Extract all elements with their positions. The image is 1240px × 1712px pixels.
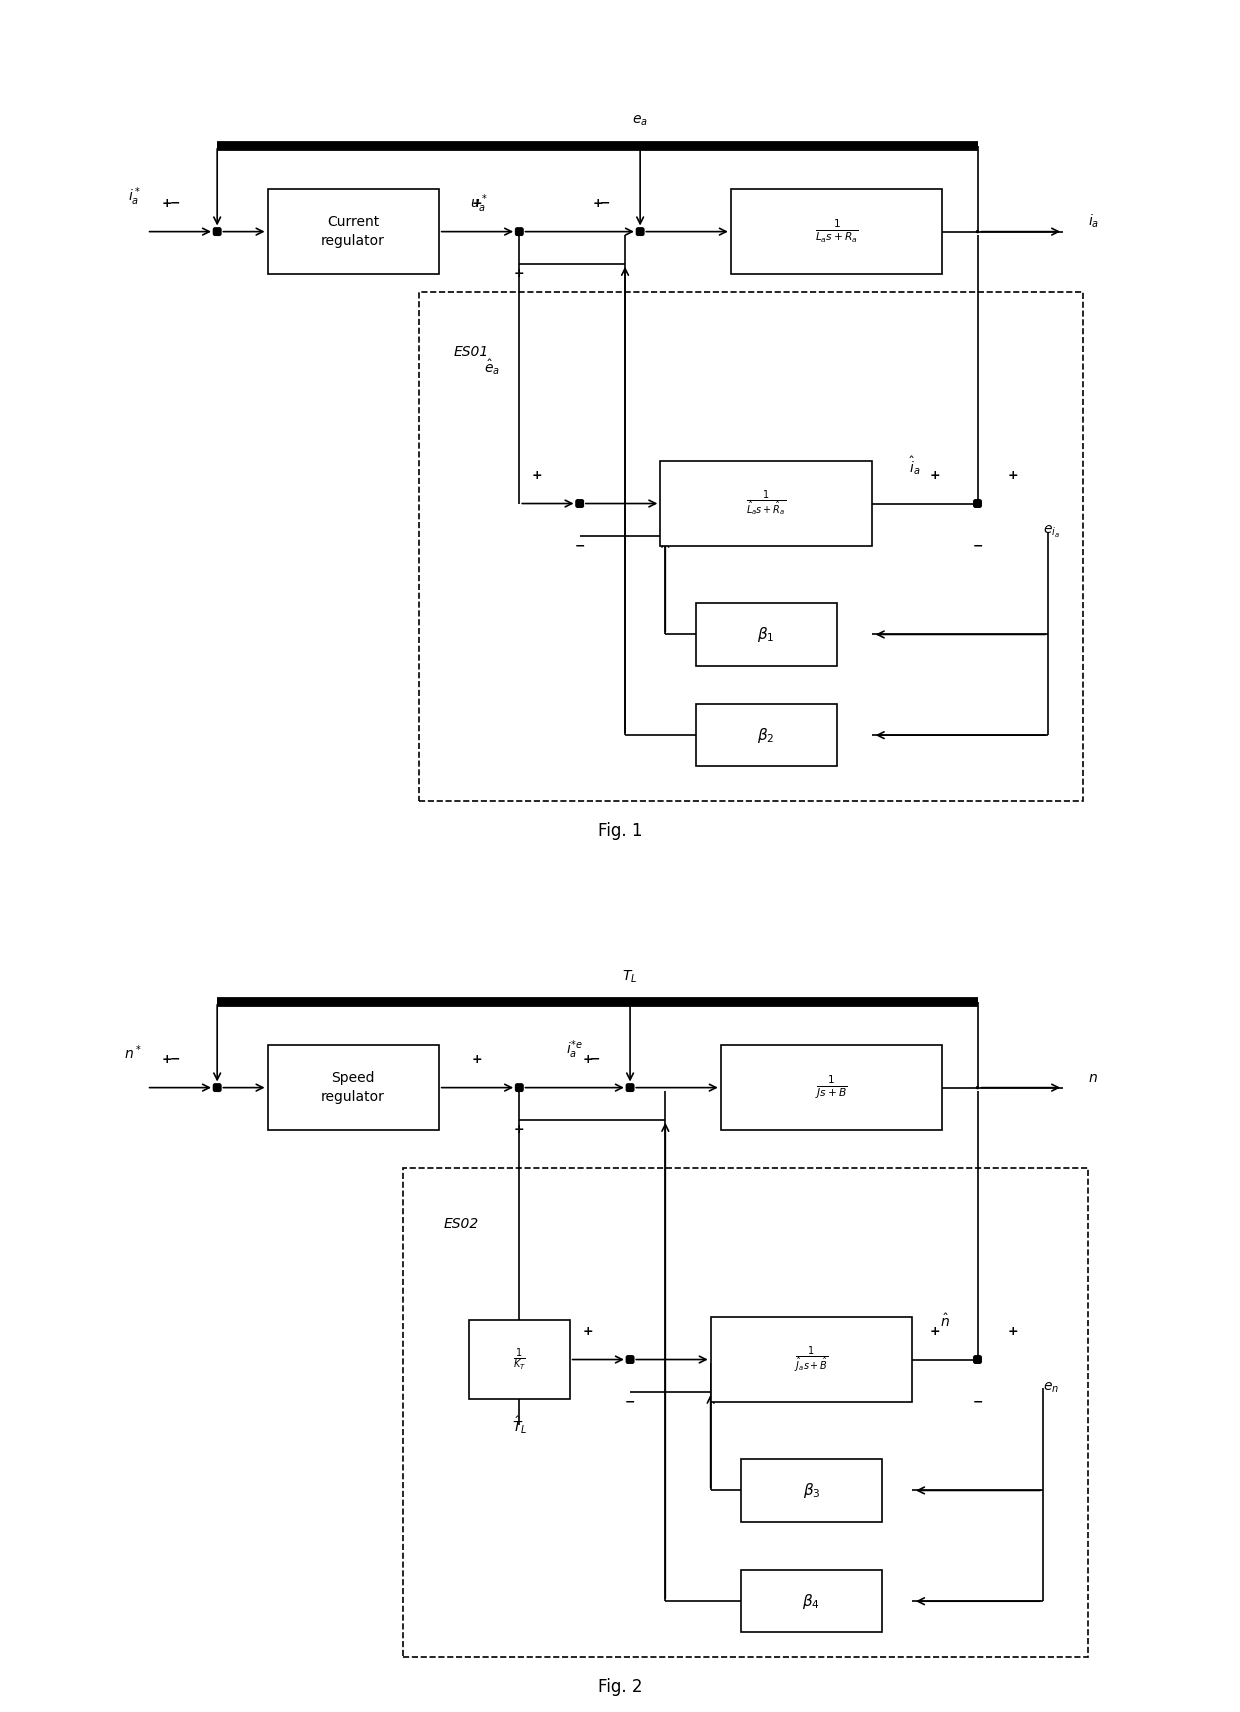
Bar [403,1168,1089,1657]
Bar [268,1044,439,1130]
Text: $\beta_1$: $\beta_1$ [758,625,775,644]
Circle shape [215,1084,221,1091]
Bar [730,188,942,274]
Text: +: + [583,1325,593,1337]
Text: $i_a^{*e}$: $i_a^{*e}$ [565,1037,583,1061]
Circle shape [975,500,981,507]
Circle shape [516,228,522,235]
Text: ES02: ES02 [444,1217,479,1231]
Text: +: + [930,1325,940,1337]
Bar [419,293,1084,801]
Text: $\beta_4$: $\beta_4$ [802,1592,821,1611]
Text: $\frac{1}{L_a s + R_a}$: $\frac{1}{L_a s + R_a}$ [815,217,858,245]
Text: $i_a$: $i_a$ [1089,212,1100,229]
Bar [711,1317,913,1402]
Text: $\beta_3$: $\beta_3$ [802,1481,820,1500]
Text: $\hat{i}_a$: $\hat{i}_a$ [909,454,920,476]
Bar [720,1044,942,1130]
Text: Fig. 2: Fig. 2 [598,1678,642,1697]
Text: +: + [161,1053,172,1067]
Text: $n$: $n$ [1089,1070,1099,1085]
Text: $\frac{1}{K_T}$: $\frac{1}{K_T}$ [513,1347,526,1373]
Circle shape [627,1356,634,1363]
Text: −: − [972,539,983,553]
Text: $\hat{T}_L$: $\hat{T}_L$ [512,1414,527,1436]
Circle shape [976,1087,978,1089]
Text: $e_a$: $e_a$ [632,113,649,128]
Text: $\frac{1}{\hat{L}_a s + \hat{R}_a}$: $\frac{1}{\hat{L}_a s + \hat{R}_a}$ [746,488,786,519]
Text: $n^*$: $n^*$ [124,1043,141,1061]
Circle shape [976,231,978,233]
Circle shape [975,1356,981,1363]
Text: +: + [583,1053,593,1067]
Bar [268,188,439,274]
Text: −: − [972,1395,983,1409]
Text: +: + [532,469,543,481]
Bar [740,1459,882,1522]
Text: −: − [574,539,585,553]
Circle shape [516,1084,522,1091]
Text: +: + [1007,1325,1018,1337]
Text: Speed
regulator: Speed regulator [321,1072,386,1104]
Bar [660,461,872,546]
Circle shape [627,1084,634,1091]
Text: $\beta_2$: $\beta_2$ [758,726,775,745]
Text: $\frac{1}{\hat{J}_a s + \hat{B}}$: $\frac{1}{\hat{J}_a s + \hat{B}}$ [794,1344,828,1375]
Bar [696,704,837,767]
Text: −: − [589,1053,600,1067]
Bar [696,603,837,666]
Text: +: + [471,197,482,211]
Text: −: − [600,197,610,211]
Text: −: − [625,1395,635,1409]
Circle shape [637,228,644,235]
Bar [740,1570,882,1633]
Text: $i_a^*$: $i_a^*$ [128,185,141,207]
Text: $u_a^*$: $u_a^*$ [470,192,487,214]
Text: $\frac{1}{Js + B}$: $\frac{1}{Js + B}$ [815,1073,848,1101]
Text: Fig. 1: Fig. 1 [598,822,642,841]
Text: −: − [170,197,180,211]
Bar [469,1320,569,1399]
Text: $\hat{n}$: $\hat{n}$ [940,1313,950,1330]
Text: +: + [471,1053,482,1067]
Text: +: + [1007,469,1018,481]
Text: $\hat{e}_a$: $\hat{e}_a$ [484,358,500,377]
Text: $T_L$: $T_L$ [622,969,637,984]
Circle shape [577,500,583,507]
Text: +: + [593,197,603,211]
Text: ES01: ES01 [454,346,489,360]
Text: +: + [930,469,940,481]
Text: −: − [170,1053,180,1067]
Text: Current
regulator: Current regulator [321,216,386,248]
Text: +: + [515,1123,525,1137]
Text: $e_{i_a}$: $e_{i_a}$ [1043,524,1060,539]
Text: +: + [515,267,525,281]
Text: $e_n$: $e_n$ [1043,1380,1059,1395]
Circle shape [215,228,221,235]
Text: +: + [161,197,172,211]
